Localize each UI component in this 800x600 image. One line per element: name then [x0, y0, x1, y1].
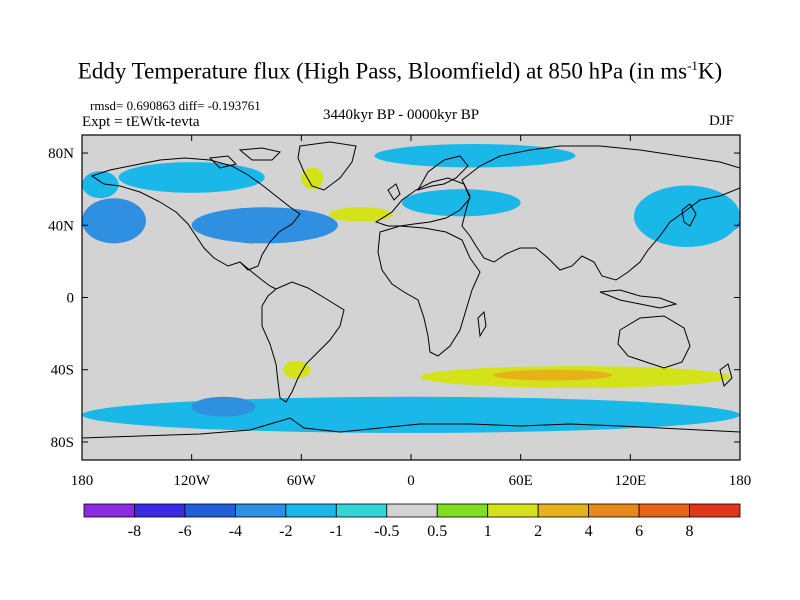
coastline-new-zealand — [719, 363, 733, 387]
region-east-pacific-south — [191, 396, 256, 417]
region-arctic-siberia — [374, 144, 576, 168]
colorbar: -8 -6 -4 -2 -1 -0.5 0.5 1 2 4 6 8 — [83, 503, 741, 540]
colorbar-swatch — [335, 503, 388, 518]
colorbar-label: 0.5 — [427, 523, 447, 540]
coastline-british-isles — [387, 183, 401, 201]
colorbar-swatch — [537, 503, 590, 518]
region-asia-jet — [401, 189, 521, 217]
colorbar-label: -1 — [330, 523, 343, 540]
colorbar-label: -2 — [279, 523, 292, 540]
coastline-indonesia — [599, 289, 678, 309]
coastline-arctic-islands — [208, 147, 281, 169]
colorbar-label: 8 — [686, 523, 694, 540]
coastlines — [82, 141, 740, 439]
colorbar-swatch — [638, 503, 690, 518]
coastline-europe — [374, 177, 471, 227]
x-tick-label: 60W — [287, 473, 317, 489]
colorbar-label: 6 — [635, 523, 643, 540]
coastline-madagascar — [477, 310, 487, 338]
coastline-japan — [681, 203, 697, 227]
coastline-north-america — [90, 157, 301, 271]
colorbar-swatch — [588, 503, 640, 518]
coastline-central-america — [239, 261, 277, 290]
colorbar-swatch — [285, 503, 337, 518]
y-tick-label: 80N — [48, 146, 74, 162]
region-n-pacific-band — [633, 185, 740, 247]
region-southern-ocean-core — [493, 369, 613, 381]
coastline-south-america — [261, 281, 345, 403]
y-tick-label: 80S — [51, 435, 74, 451]
coastline-africa — [377, 225, 481, 357]
colorbar-label: -0.5 — [374, 523, 399, 540]
colorbar-label: -4 — [229, 523, 242, 540]
colorbar-label: 2 — [534, 523, 542, 540]
colorbar-swatch — [436, 503, 489, 518]
coastline-australia — [617, 315, 691, 369]
colorbar-swatch — [234, 503, 287, 518]
region-south-america — [283, 360, 311, 379]
y-tick-label: 40N — [48, 218, 74, 234]
colorbar-label: -6 — [178, 523, 191, 540]
region-greenland-east — [301, 167, 324, 190]
y-axis-ticks: 80N 40N 0 40S 80S — [48, 146, 740, 451]
x-tick-label: 0 — [407, 473, 415, 489]
title-superscript: -1 — [687, 58, 698, 73]
x-tick-label: 180 — [729, 473, 752, 489]
y-tick-label: 40S — [51, 363, 74, 379]
x-axis-ticks: 180 120W 60W 0 60E 120E 180 — [71, 135, 752, 489]
coastline-asia — [461, 145, 740, 281]
colorbar-swatch — [487, 503, 539, 518]
stats-label: rmsd= 0.690863 diff= -0.193761 — [90, 98, 261, 113]
region-n-america-band — [191, 207, 338, 244]
region-n-pacific-east — [82, 198, 146, 244]
colorbar-label: 1 — [484, 523, 492, 540]
colorbar-label: 4 — [585, 523, 593, 540]
region-canada-north — [118, 162, 265, 193]
colorbar-swatch — [184, 503, 236, 518]
coastline-scandinavia — [416, 155, 469, 191]
experiment-label: Expt = tEWtk-tevta — [82, 114, 200, 130]
y-tick-label: 0 — [67, 291, 75, 307]
colorbar-swatch — [134, 503, 186, 518]
coastline-antarctica — [82, 417, 740, 439]
region-n-atlantic — [328, 207, 393, 222]
x-tick-label: 120W — [173, 473, 211, 489]
colorbar-label: -8 — [128, 523, 141, 540]
x-tick-label: 120E — [614, 473, 646, 489]
coastline-greenland — [297, 141, 357, 191]
chart-title: Eddy Temperature flux (High Pass, Bloomf… — [77, 58, 723, 84]
region-aleutian — [82, 171, 119, 199]
season-label: DJF — [709, 113, 735, 129]
colorbar-swatch — [689, 503, 741, 518]
colorbar-swatch — [83, 503, 135, 518]
x-tick-label: 180 — [71, 473, 94, 489]
colorbar-swatch — [386, 503, 438, 518]
period-label: 3440kyr BP - 0000kyr BP — [323, 107, 480, 123]
x-tick-label: 60E — [509, 473, 533, 489]
